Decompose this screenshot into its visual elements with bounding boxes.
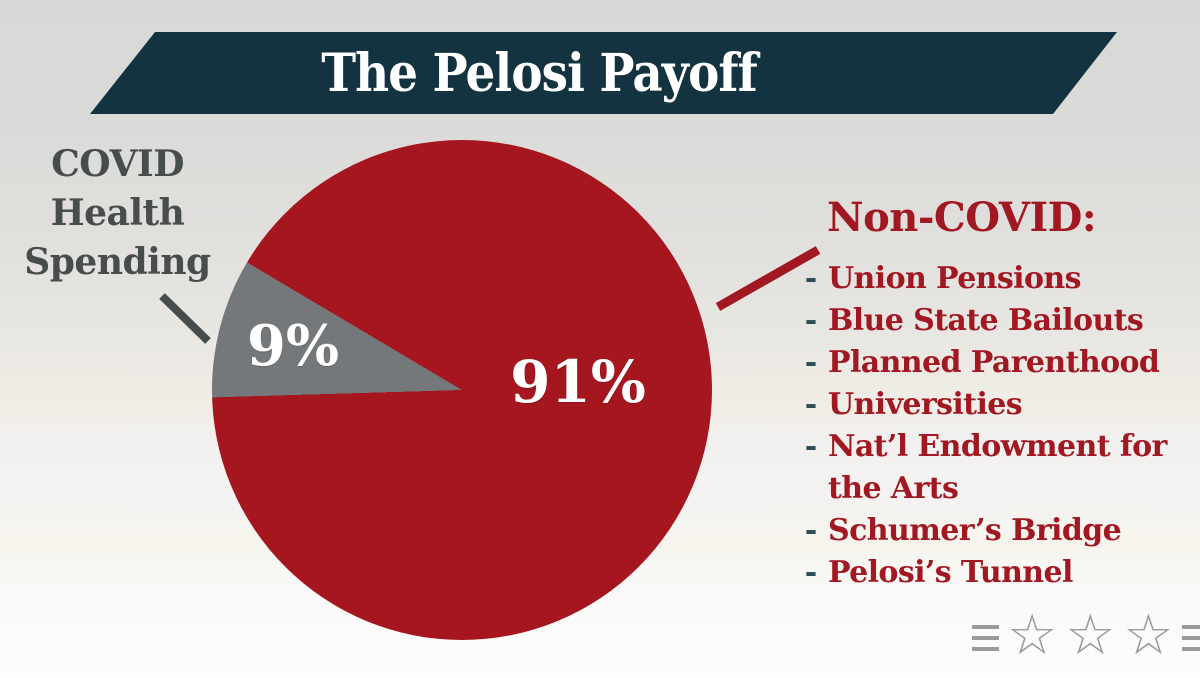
list-item-label: Union Pensions xyxy=(828,261,1081,296)
list-item-label: Schumer’s Bridge xyxy=(828,513,1122,548)
list-item: - Planned Parenthood xyxy=(803,342,1200,384)
list-item: - Universities xyxy=(803,384,1200,426)
dash-bullet: - xyxy=(804,429,818,464)
dash-bullet: - xyxy=(804,387,818,422)
covid-leader-line xyxy=(159,293,211,344)
pie-chart xyxy=(212,140,712,640)
list-item: - Union Pensions xyxy=(803,258,1200,300)
list-item-label: Nat’l Endowment for the Arts xyxy=(828,429,1167,506)
covid-label-line: Spending xyxy=(24,241,211,283)
star-icon: ☆ xyxy=(1065,603,1116,668)
dash-bullet: - xyxy=(804,555,818,590)
slice-label-covid: 9% xyxy=(246,313,340,379)
list-item-label: Pelosi’s Tunnel xyxy=(828,555,1073,590)
noncovid-list: - Union Pensions - Blue State Bailouts -… xyxy=(803,258,1200,594)
covid-label-line: Health xyxy=(50,192,185,234)
stripes-icon xyxy=(972,625,999,651)
covid-label-line: COVID xyxy=(51,143,184,185)
list-item: - Blue State Bailouts xyxy=(803,300,1200,342)
covid-spending-label: COVID Health Spending xyxy=(5,140,230,287)
dash-bullet: - xyxy=(804,303,818,338)
star-icon: ☆ xyxy=(1007,603,1058,668)
dash-bullet: - xyxy=(804,513,818,548)
list-item-label: Universities xyxy=(828,387,1023,422)
noncovid-heading: Non-COVID: xyxy=(827,194,1097,241)
list-item-label: Blue State Bailouts xyxy=(828,303,1144,338)
list-item-label: Planned Parenthood xyxy=(828,345,1160,380)
stripes-icon xyxy=(1181,625,1200,651)
slice-label-noncovid: 91% xyxy=(510,348,646,416)
stars-logo: ☆ ☆ ☆ xyxy=(972,603,1200,668)
page-title: The Pelosi Payoff xyxy=(321,42,759,104)
noncovid-callout: Non-COVID: - Union Pensions - Blue State… xyxy=(803,196,1200,594)
star-icon: ☆ xyxy=(1123,603,1174,668)
dash-bullet: - xyxy=(804,345,818,380)
dash-bullet: - xyxy=(804,261,818,296)
list-item: - Nat’l Endowment for the Arts xyxy=(803,426,1200,510)
title-banner: The Pelosi Payoff xyxy=(90,32,1117,114)
list-item: - Schumer’s Bridge xyxy=(803,510,1200,552)
list-item: - Pelosi’s Tunnel xyxy=(803,552,1200,594)
